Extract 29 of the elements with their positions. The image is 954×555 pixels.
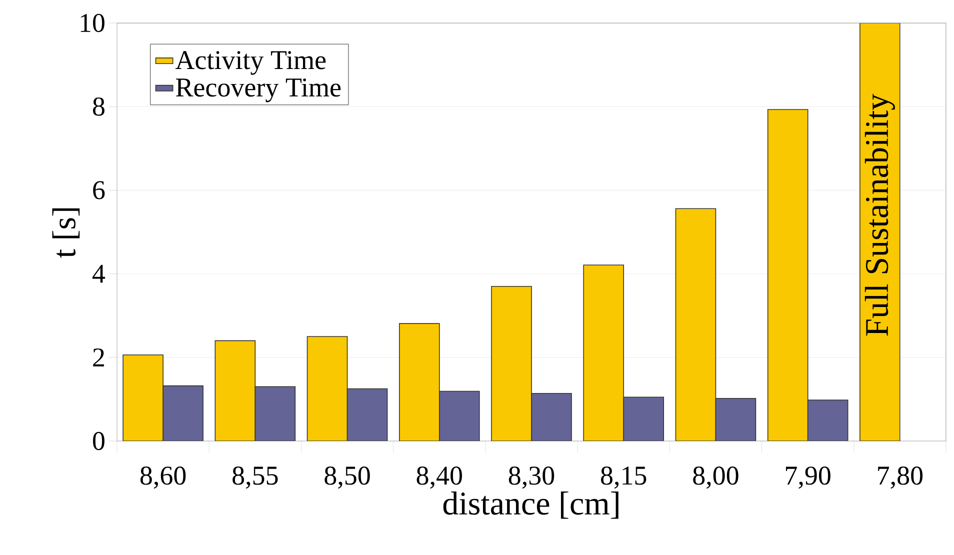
x-tick-label: 8,60 (140, 466, 186, 489)
x-tick-label: 8,15 (601, 466, 646, 489)
x-axis-title: distance [cm] (443, 492, 618, 519)
y-tick-label: 6 (93, 181, 105, 200)
bar (715, 398, 756, 441)
y-tick-label: 8 (93, 97, 104, 116)
bar (254, 386, 296, 441)
y-tick-label: 4 (92, 264, 106, 283)
legend-label: Recovery Time (176, 78, 341, 102)
y-tick-label: 2 (93, 348, 104, 366)
y-tick-label: 10 (80, 14, 104, 32)
x-tick-label: 8,00 (693, 466, 738, 489)
bar (162, 385, 204, 441)
legend-label: Activity Time (175, 51, 326, 75)
bar (860, 22, 900, 441)
x-tick-label: 8,50 (324, 466, 370, 489)
bar (346, 388, 388, 441)
y-axis-title: t [s] (52, 208, 80, 258)
x-tick-label: 8,30 (508, 466, 554, 489)
annotation: Full Sustainability (864, 94, 895, 336)
bar (623, 396, 664, 441)
x-tick-label: 7,80 (878, 466, 923, 489)
x-tick-label: 8,40 (416, 466, 462, 489)
x-tick-label: 7,90 (786, 466, 830, 489)
bar (438, 390, 480, 441)
bar (807, 400, 848, 441)
bar (531, 392, 572, 441)
y-tick-label: 0 (93, 432, 104, 450)
x-tick-label: 8,55 (232, 466, 278, 489)
